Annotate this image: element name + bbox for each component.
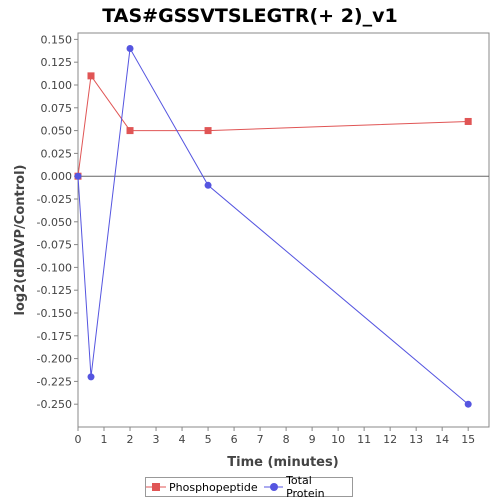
y-tick-label: -0.050 (37, 216, 72, 229)
legend-label-total-protein: Total Protein (286, 474, 325, 500)
x-tick-label: 6 (231, 433, 238, 446)
x-tick-label: 13 (409, 433, 423, 446)
y-tick-label: 0.025 (41, 147, 73, 160)
y-tick-label: -0.200 (37, 353, 72, 366)
data-point-total-protein (74, 172, 82, 180)
y-tick-label: -0.250 (37, 398, 72, 411)
x-axis-label: Time (minutes) (227, 455, 338, 470)
y-tick-label: -0.125 (37, 284, 72, 297)
series-layer (74, 45, 472, 408)
x-tick-label: 11 (357, 433, 371, 446)
x-tick-label: 3 (153, 433, 160, 446)
x-axis-ticks: 0 1 2 3 4 5 6 7 8 9 10 11 12 13 14 15 (75, 427, 475, 446)
y-tick-label: 0.150 (41, 33, 73, 46)
x-tick-label: 10 (331, 433, 345, 446)
y-axis-label: log2(dDAVP/Control) (13, 165, 28, 316)
x-tick-label: 2 (127, 433, 134, 446)
legend: Phosphopeptide Total Protein (145, 474, 353, 500)
y-tick-label: -0.225 (37, 375, 72, 388)
y-tick-label: 0.125 (41, 56, 73, 69)
plot-area (77, 32, 490, 428)
x-tick-label: 14 (435, 433, 449, 446)
x-tick-label: 9 (309, 433, 316, 446)
legend-swatch-total-protein (263, 483, 284, 491)
x-tick-label: 5 (205, 433, 212, 446)
x-tick-label: 8 (283, 433, 290, 446)
y-tick-label: 0.000 (41, 170, 73, 183)
x-tick-label: 7 (257, 433, 264, 446)
data-point-total-protein (464, 400, 472, 408)
y-tick-label: 0.075 (41, 102, 73, 115)
y-axis-ticks: 0.150 0.125 0.100 0.075 0.050 0.025 0.000 -0.02… (37, 33, 78, 411)
y-tick-label: -0.075 (37, 239, 72, 252)
legend-swatch-phosphopeptide (146, 483, 166, 491)
x-tick-label: 0 (75, 433, 82, 446)
data-point-total-protein (126, 45, 134, 53)
y-tick-label: 0.050 (41, 125, 73, 138)
legend-label-phosphopeptide: Phosphopeptide (169, 480, 258, 494)
x-tick-label: 4 (179, 433, 186, 446)
y-tick-label: -0.150 (37, 307, 72, 320)
chart-title: TAS#GSSVTSLEGTR(+ 2)_v1 (102, 5, 397, 27)
y-tick-label: 0.100 (41, 79, 73, 92)
x-tick-label: 15 (461, 433, 475, 446)
data-point-total-protein (87, 373, 95, 381)
data-point-phosphopeptide (464, 117, 472, 125)
legend-item-phosphopeptide: Phosphopeptide (146, 481, 258, 494)
data-point-total-protein (204, 181, 212, 189)
legend-item-total-protein: Total Protein (263, 474, 352, 500)
y-tick-label: -0.025 (37, 193, 72, 206)
data-point-phosphopeptide (87, 72, 95, 80)
y-tick-label: -0.175 (37, 330, 72, 343)
data-point-phosphopeptide (126, 127, 134, 135)
x-tick-label: 1 (101, 433, 108, 446)
x-tick-label: 12 (383, 433, 397, 446)
y-tick-label: -0.100 (37, 261, 72, 274)
data-point-phosphopeptide (204, 127, 212, 135)
